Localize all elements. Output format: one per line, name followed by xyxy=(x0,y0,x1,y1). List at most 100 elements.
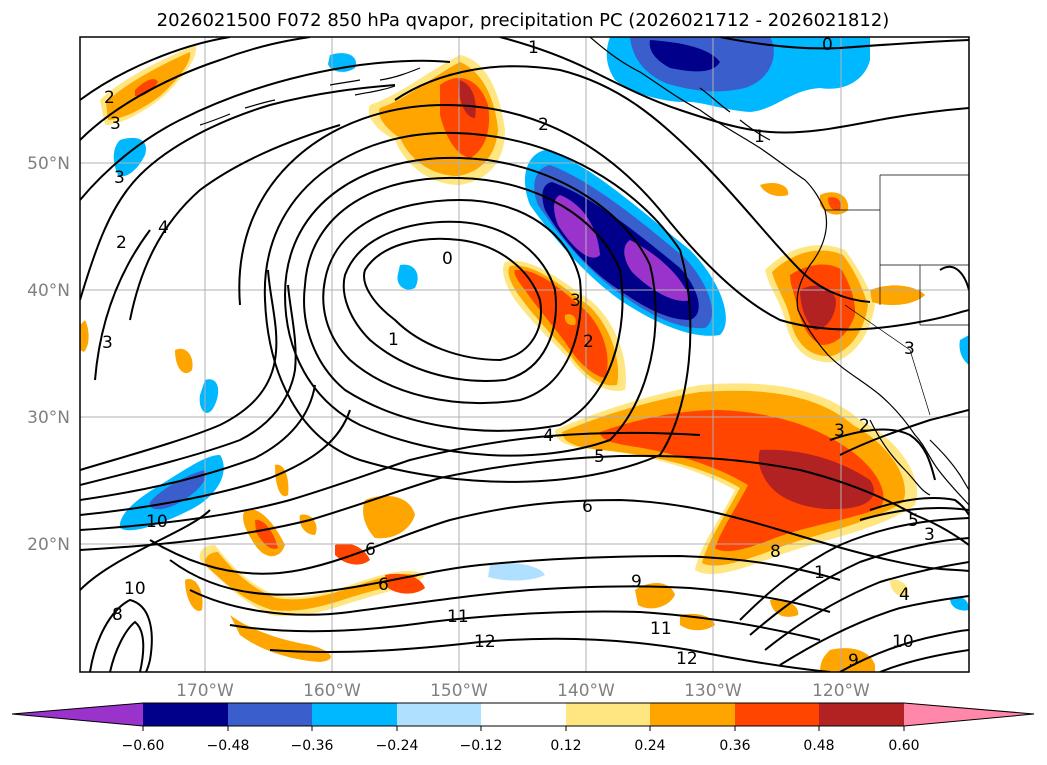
contour-ring-5 xyxy=(283,156,657,457)
contour-label: 4 xyxy=(899,585,910,605)
contour-ne-loop xyxy=(939,265,969,291)
contour-label: 6 xyxy=(378,575,389,595)
colorbar-tick-label: −0.48 xyxy=(207,738,250,754)
contour-label: 11 xyxy=(650,619,672,639)
contour-label: 1 xyxy=(814,563,825,583)
neg-band-core2 xyxy=(624,240,690,301)
contour-e-diag2 xyxy=(749,537,969,636)
colorbar-cell xyxy=(650,703,735,726)
pos-small-a-core xyxy=(255,519,278,549)
contour-label: 1 xyxy=(528,38,539,58)
colorbar-tick-label: −0.60 xyxy=(122,738,165,754)
contour-10-sw xyxy=(80,509,211,591)
contour-label: 0 xyxy=(442,249,453,269)
contour-label: 1 xyxy=(754,127,765,147)
pos-arc-mid xyxy=(204,552,418,611)
contour-label: 4 xyxy=(543,426,554,446)
contour-label: 11 xyxy=(447,607,469,627)
contour-label: 0 xyxy=(822,35,833,55)
map-panel: 2 3 3 2 4 3 0 1 1 2 0 1 2 3 4 5 6 2 3 3 … xyxy=(80,35,969,672)
colorbar-tick-label: −0.36 xyxy=(291,738,334,754)
pos-small-e xyxy=(175,348,193,374)
neg-small-1 xyxy=(113,137,146,177)
contour-2-west xyxy=(80,84,396,301)
colorbar-tick-label: 0.24 xyxy=(634,738,665,754)
contour-e-diag4 xyxy=(779,595,969,666)
contour-4-west xyxy=(129,124,341,321)
colorbar-tick-label: 0.48 xyxy=(803,738,834,754)
colorbar-cell xyxy=(397,703,481,726)
contour-label: 3 xyxy=(834,421,845,441)
contour-label: 9 xyxy=(848,651,859,671)
figure-title: 2026021500 F072 850 hPa qvapor, precipit… xyxy=(157,10,890,31)
lat-label: 20°N xyxy=(27,535,70,555)
contour-label: 10 xyxy=(892,632,914,652)
pos-small-m xyxy=(890,579,909,596)
filled-anomaly-shading xyxy=(80,37,969,672)
pos-small-h xyxy=(635,583,675,609)
contour-label: 8 xyxy=(112,605,123,625)
neg-alaska-dark xyxy=(649,40,720,72)
contour-label: 3 xyxy=(114,168,125,188)
longitude-labels: 170°W 160°W 150°W 140°W 130°W 120°W xyxy=(176,681,870,701)
contour-sw-loop2 xyxy=(109,620,145,672)
colorbar-tick-label: 0.12 xyxy=(550,738,581,754)
contour-label: 10 xyxy=(124,579,146,599)
contour-band-b xyxy=(80,284,297,486)
contour-label: 2 xyxy=(104,88,115,108)
contour-labels: 2 3 3 2 4 3 0 1 1 2 0 1 2 3 4 5 6 2 3 3 … xyxy=(102,35,935,671)
contour-1-top xyxy=(499,37,969,134)
contour-0-top xyxy=(719,37,969,50)
contour-2-upper xyxy=(238,103,969,331)
contour-label: 2 xyxy=(583,332,594,352)
contour-ring-4 xyxy=(303,176,624,432)
contour-e-lower xyxy=(879,649,969,672)
lon-label: 130°W xyxy=(684,681,742,701)
contour-11 xyxy=(229,610,821,641)
contour-lines xyxy=(80,37,969,672)
colorbar-cell xyxy=(735,703,819,726)
lon-label: 140°W xyxy=(557,681,615,701)
pos-goa-red xyxy=(440,77,490,158)
pos-goa-core xyxy=(458,80,476,118)
neg-small-4 xyxy=(488,563,545,581)
lat-label: 40°N xyxy=(27,281,70,301)
contour-band-f xyxy=(80,454,969,551)
contour-label: 2 xyxy=(538,115,549,135)
contour-e-diag3 xyxy=(764,561,969,651)
pos-plume-core xyxy=(758,449,874,510)
pos-cal-core xyxy=(800,285,836,330)
contour-label: 1 xyxy=(388,330,399,350)
contour-sw-loop1 xyxy=(89,598,153,672)
colorbar-cell xyxy=(904,703,1034,726)
colorbar: −0.60 −0.48 −0.36 −0.24 −0.12 0.12 0.24 … xyxy=(11,702,1035,754)
pos-small-b xyxy=(363,495,415,539)
contour-8 xyxy=(169,554,841,596)
contour-12 xyxy=(269,637,831,672)
neg-small-3 xyxy=(199,379,219,413)
pos-nw-red xyxy=(135,79,158,97)
contour-3b-nw xyxy=(80,59,451,201)
lon-label: 120°W xyxy=(812,681,870,701)
lon-label: 160°W xyxy=(303,681,361,701)
colorbar-tick-label: −0.24 xyxy=(376,738,419,754)
contour-label: 3 xyxy=(102,333,113,353)
contour-label: 2 xyxy=(116,233,127,253)
lat-label: 50°N xyxy=(27,154,70,174)
colorbar-tick-label: −0.12 xyxy=(460,738,503,754)
contour-1-upper xyxy=(394,65,871,303)
contour-label: 12 xyxy=(474,632,496,652)
contour-2-nw xyxy=(80,37,231,101)
pos-arc-left xyxy=(185,579,203,611)
pos-small-k xyxy=(760,183,789,197)
pos-oregon-core xyxy=(828,197,841,211)
contour-1-center xyxy=(342,220,557,382)
contour-label: 3 xyxy=(924,525,935,545)
coastlines xyxy=(199,37,969,506)
contour-6 xyxy=(149,498,969,575)
lon-label: 150°W xyxy=(430,681,488,701)
colorbar-cell xyxy=(566,703,650,726)
pos-small-l xyxy=(564,314,576,326)
contour-label: 12 xyxy=(676,649,698,669)
